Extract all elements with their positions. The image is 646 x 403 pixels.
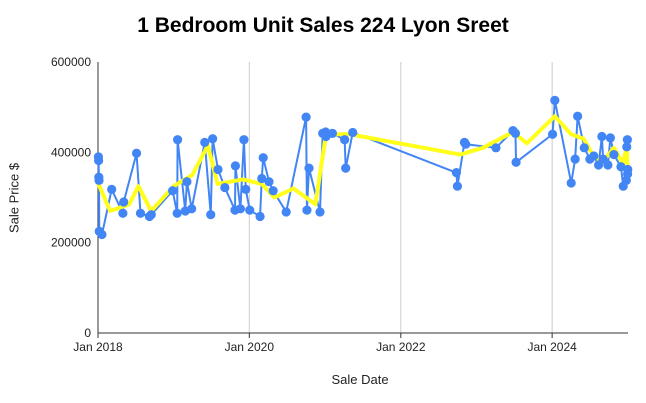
sales-data-point	[245, 205, 255, 215]
sales-data-point	[213, 164, 223, 175]
sales-data-point	[200, 137, 210, 147]
sales-data-point	[597, 131, 607, 142]
x-tick-label: Jan 2022	[376, 340, 426, 354]
sales-data-point	[589, 151, 599, 161]
sales-data-point	[107, 184, 117, 194]
sales-data-point	[573, 111, 583, 121]
sales-data-point	[220, 182, 230, 193]
sales-data-point	[452, 181, 463, 191]
x-tick-label: Jan 2018	[73, 340, 123, 354]
sales-data-point	[570, 154, 580, 164]
chart-title: 1 Bedroom Unit Sales 224 Lyon Sreet	[137, 14, 509, 37]
sales-data-point	[304, 163, 314, 173]
sales-data-point	[510, 128, 521, 138]
sales-data-point	[182, 177, 192, 187]
sales-data-point	[451, 168, 461, 178]
sales-data-point	[341, 163, 351, 173]
x-tick-label: Jan 2020	[225, 340, 275, 354]
sales-data-point	[94, 175, 104, 185]
sales-data-point	[239, 135, 249, 145]
sales-data-point	[302, 205, 312, 215]
sales-data-point	[511, 157, 521, 167]
sales-data-point	[135, 208, 146, 218]
sales-data-point	[258, 153, 268, 163]
y-axis-label: Sale Price $	[6, 162, 22, 234]
sales-data-point	[119, 197, 129, 207]
y-tick-label: 600000	[51, 55, 91, 69]
y-tick-label: 400000	[51, 145, 91, 159]
sales-data-point	[97, 229, 107, 240]
sales-data-point	[264, 177, 274, 187]
sales-data-point	[255, 211, 265, 222]
sales-data-point	[622, 135, 632, 145]
sales-data-point	[172, 208, 182, 218]
sales-data-point	[461, 139, 471, 149]
sales-data-point	[550, 95, 560, 105]
sales-data-point	[206, 210, 216, 220]
sales-data-point	[547, 129, 558, 139]
sales-data-point	[241, 184, 251, 194]
sales-data-point	[235, 204, 245, 214]
sales-data-point	[208, 134, 218, 144]
sales-data-point	[172, 135, 183, 145]
sales-data-point	[327, 128, 338, 138]
sales-data-point	[187, 204, 197, 214]
sales-data-point	[315, 207, 325, 217]
sales-data-point	[579, 143, 589, 153]
y-tick-label: 0	[84, 326, 91, 340]
sales-data-point	[605, 133, 615, 143]
sales-data-point	[230, 161, 241, 171]
sales-data-point	[118, 208, 128, 218]
sales-data-point	[623, 164, 633, 175]
sales-data-point	[168, 186, 178, 196]
sales-data-point	[348, 127, 358, 138]
sales-data-point	[622, 142, 632, 152]
x-axis-label: Sale Date	[331, 372, 389, 387]
sales-data-point	[94, 155, 104, 166]
sales-data-point	[268, 186, 278, 196]
sales-data-point	[146, 210, 156, 220]
sales-data-point	[566, 178, 576, 188]
y-tick-label: 200000	[51, 236, 91, 250]
sales-data-point	[131, 148, 142, 158]
sales-data-point	[340, 135, 350, 145]
sales-data-point	[257, 173, 267, 184]
sales-data-point	[603, 160, 613, 170]
sales-series-line	[97, 99, 629, 236]
sales-data-point	[609, 149, 619, 160]
x-tick-label: Jan 2024	[527, 340, 577, 354]
sales-data-point	[491, 143, 501, 153]
sales-data-point	[281, 207, 291, 217]
sales-data-point	[301, 112, 311, 122]
